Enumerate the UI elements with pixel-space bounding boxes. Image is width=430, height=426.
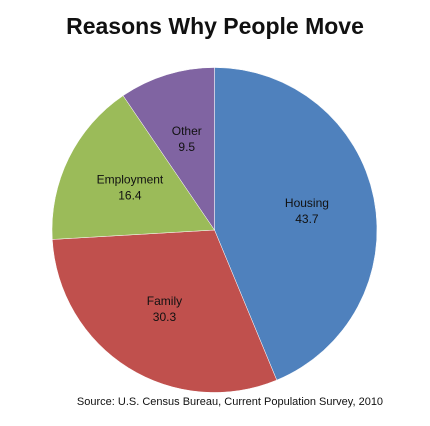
pie-slice: [51, 95, 215, 240]
pie-slice: [52, 229, 278, 393]
source-note: Source: U.S. Census Bureau, Current Popu…: [77, 396, 383, 408]
pie-slice: [214, 67, 378, 381]
pie-slice: [122, 67, 215, 231]
slice-value: 16.4: [118, 189, 142, 203]
slice-label: Other: [172, 124, 202, 138]
slice-label: Housing: [285, 196, 329, 210]
slice-value: 9.5: [178, 140, 195, 154]
slice-value: 43.7: [295, 212, 319, 226]
slice-value: 30.3: [153, 310, 177, 324]
slice-label: Family: [147, 294, 182, 308]
chart-title: Reasons Why People Move: [66, 13, 364, 39]
slice-label: Employment: [97, 173, 164, 187]
